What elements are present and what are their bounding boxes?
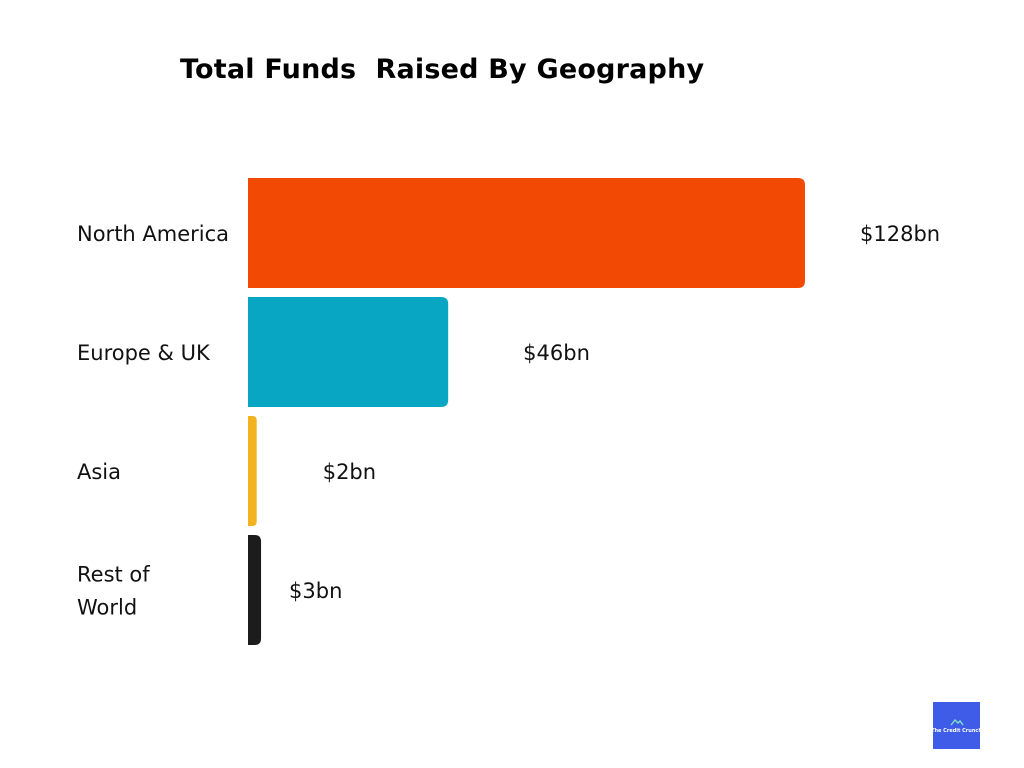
bar-europe-uk [248, 297, 449, 407]
data-label: $3bn [289, 579, 342, 603]
data-label: $128bn [860, 222, 940, 246]
category-label: Asia [77, 460, 121, 484]
chart-title: Total Funds Raised By Geography [180, 54, 705, 85]
brand-logo: The Credit Crunch [931, 702, 982, 749]
category-label: Europe & UK [77, 341, 211, 365]
data-label: $46bn [523, 341, 590, 365]
bar-asia [248, 416, 257, 526]
category-label: North America [77, 222, 229, 246]
bar-rest-of-world [248, 535, 262, 645]
bar-north-america [248, 178, 805, 288]
house-roof-icon [949, 718, 964, 726]
category-label: Rest of World [77, 563, 150, 620]
logo-text: The Credit Crunch [931, 727, 982, 734]
data-label: $2bn [323, 460, 376, 484]
